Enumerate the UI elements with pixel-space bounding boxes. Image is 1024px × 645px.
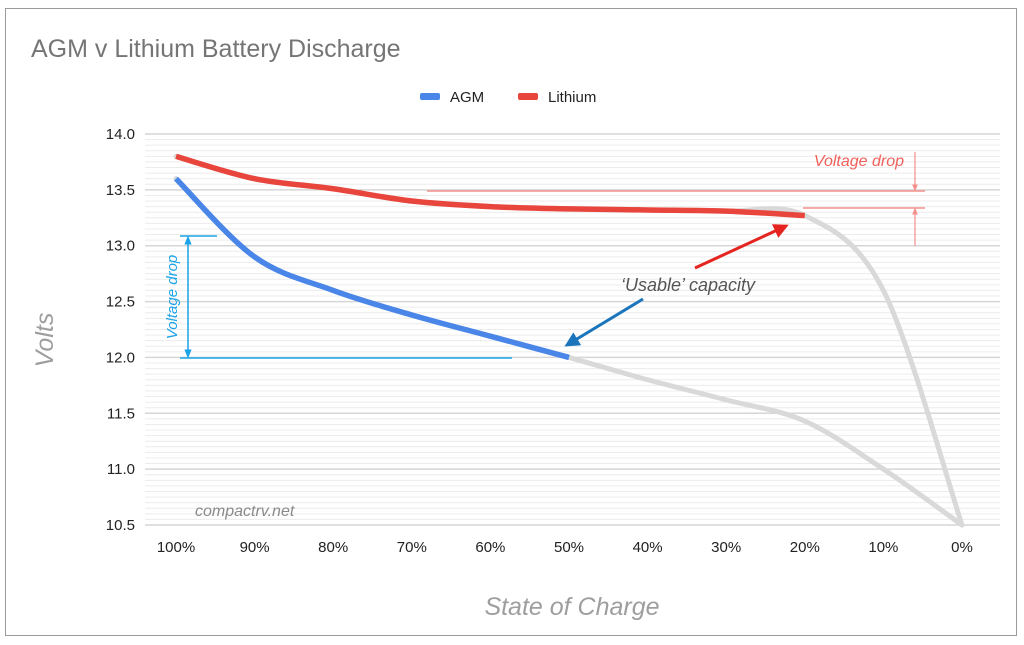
agm-drop-label: Voltage drop — [164, 255, 181, 340]
agm-usable-line — [174, 176, 570, 361]
y-tick-label: 12.5 — [106, 294, 135, 311]
lithium-usable-arrow-icon — [694, 224, 789, 270]
y-tick-label: 11.5 — [107, 405, 135, 422]
x-tick-label: 100% — [157, 539, 195, 556]
y-tick-label: 13.0 — [106, 238, 135, 255]
gridlines — [145, 133, 1000, 526]
x-tick-label: 20% — [790, 539, 820, 556]
usable-capacity-label: ‘Usable’ capacity — [621, 275, 756, 295]
legend-label-agm: AGM — [450, 89, 484, 106]
legend-label-lithium: Lithium — [548, 89, 596, 106]
agm-voltage-drop-annotation: Voltage drop — [164, 235, 512, 359]
lithium-usable-line — [175, 153, 805, 219]
agm-usable-arrow-icon — [564, 297, 644, 347]
series-lines — [173, 153, 965, 528]
y-tick-label: 11.0 — [107, 461, 135, 478]
lithium-voltage-drop-annotation: Voltage drop — [427, 152, 925, 246]
watermark: compactrv.net — [195, 503, 295, 520]
chart-title: AGM v Lithium Battery Discharge — [31, 35, 401, 63]
usable-capacity-annotation: ‘Usable’ capacity — [564, 224, 789, 347]
y-axis-title: Volts — [31, 313, 59, 368]
x-tick-label: 0% — [951, 539, 973, 556]
x-axis-title: State of Charge — [484, 593, 659, 621]
lithium-drop-label: Voltage drop — [814, 153, 904, 170]
y-tick-label: 12.0 — [106, 349, 135, 366]
y-tick-label: 13.5 — [106, 182, 135, 199]
legend-swatch-agm — [420, 93, 440, 100]
y-tick-labels: 14.0 13.5 13.0 12.5 12.0 11.5 11.0 10.5 — [106, 126, 135, 534]
legend: AGM Lithium — [420, 89, 596, 106]
x-tick-labels: 100% 90% 80% 70% 60% 50% 40% 30% 20% 10% 0% — [157, 539, 973, 556]
legend-swatch-lithium — [518, 93, 538, 100]
x-tick-label: 30% — [711, 539, 741, 556]
x-tick-label: 40% — [633, 539, 663, 556]
x-tick-label: 90% — [240, 539, 270, 556]
x-tick-label: 10% — [868, 539, 898, 556]
x-tick-label: 70% — [397, 539, 427, 556]
x-tick-label: 60% — [475, 539, 505, 556]
x-tick-label: 50% — [554, 539, 584, 556]
x-tick-label: 80% — [318, 539, 348, 556]
y-tick-label: 14.0 — [106, 126, 135, 143]
chart-frame — [5, 8, 1017, 636]
y-tick-label: 10.5 — [106, 517, 135, 534]
